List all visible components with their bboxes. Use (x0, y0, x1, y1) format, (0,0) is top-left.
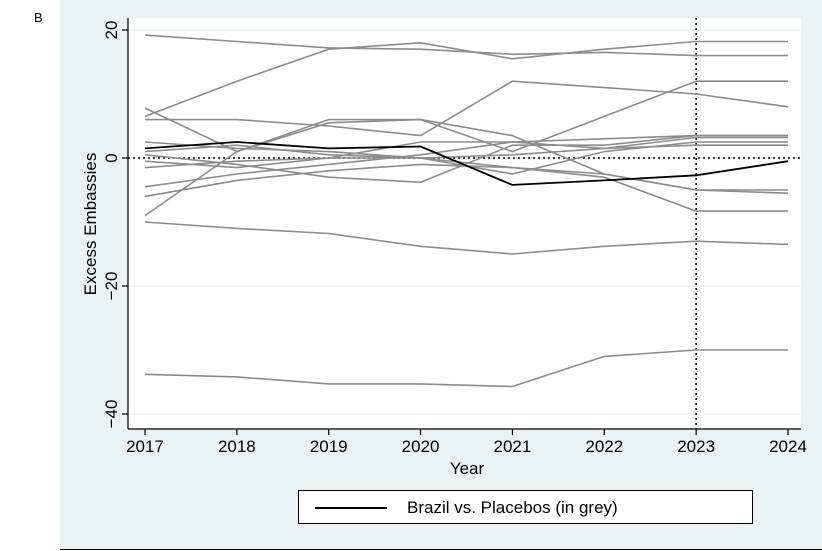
series-line-placebo (144, 34, 788, 57)
y-tick-label: −40 (102, 400, 121, 429)
x-tick-label: 2022 (585, 437, 623, 456)
series-line-placebo (144, 221, 789, 255)
legend-swatch-brazil (315, 507, 387, 509)
y-tick-label: 0 (102, 153, 121, 162)
series-line-placebo (144, 134, 788, 169)
x-tick-label: 2017 (126, 437, 164, 456)
y-tick-label: 20 (102, 21, 121, 40)
chart-area: 2017 2018 2019 2020 2021 2022 2023 2024 −40 −20 0 2… (60, 0, 822, 550)
line-chart: 2017 2018 2019 2020 2021 2022 2023 2024 −40 −20 0 2… (81, 18, 807, 478)
series-line-placebo (144, 349, 788, 388)
y-tick-label: −20 (102, 272, 121, 301)
x-axis-title: Year (450, 459, 485, 478)
series-line-placebo (144, 144, 788, 169)
x-tick-label: 2019 (310, 437, 348, 456)
x-tick-label: 2020 (402, 437, 440, 456)
series-line-brazil (144, 141, 789, 186)
x-tick-label: 2023 (677, 437, 715, 456)
panel-label: B (34, 10, 43, 25)
x-tick-label: 2024 (769, 437, 807, 456)
series-line-placebo (144, 141, 789, 194)
series-line-placebo (144, 40, 788, 118)
legend-label: Brazil vs. Placebos (in grey) (407, 498, 618, 517)
legend: Brazil vs. Placebos (in grey) (298, 490, 753, 524)
x-tick-label: 2021 (494, 437, 532, 456)
series-line-placebo (144, 136, 788, 188)
y-axis-title: Excess Embassies (81, 153, 100, 296)
series-line-placebo (145, 80, 789, 137)
x-tick-label: 2018 (218, 437, 256, 456)
plot-background (128, 18, 801, 429)
